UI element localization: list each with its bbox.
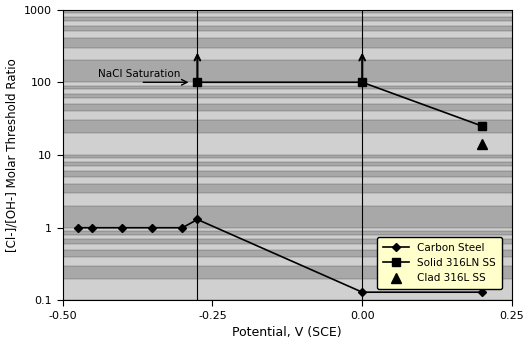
- Carbon Steel: [359, 290, 365, 294]
- Line: Solid 316LN SS: Solid 316LN SS: [193, 78, 486, 130]
- X-axis label: Potential, V (SCE): Potential, V (SCE): [233, 326, 342, 339]
- Carbon Steel: [179, 226, 186, 230]
- Carbon Steel: [90, 226, 96, 230]
- Legend: Carbon Steel, Solid 316LN SS, Clad 316L SS: Carbon Steel, Solid 316LN SS, Clad 316L …: [377, 237, 502, 289]
- Carbon Steel: [149, 226, 156, 230]
- Text: NaCl Saturation: NaCl Saturation: [99, 69, 181, 79]
- Carbon Steel: [479, 290, 485, 294]
- Solid 316LN SS: [359, 80, 365, 85]
- Solid 316LN SS: [479, 124, 485, 128]
- Y-axis label: [Cl-]/[OH-] Molar Threshold Ratio: [Cl-]/[OH-] Molar Threshold Ratio: [5, 58, 19, 252]
- Carbon Steel: [194, 217, 200, 221]
- Carbon Steel: [74, 226, 81, 230]
- Carbon Steel: [119, 226, 126, 230]
- Solid 316LN SS: [194, 80, 200, 85]
- Line: Carbon Steel: Carbon Steel: [75, 217, 485, 295]
